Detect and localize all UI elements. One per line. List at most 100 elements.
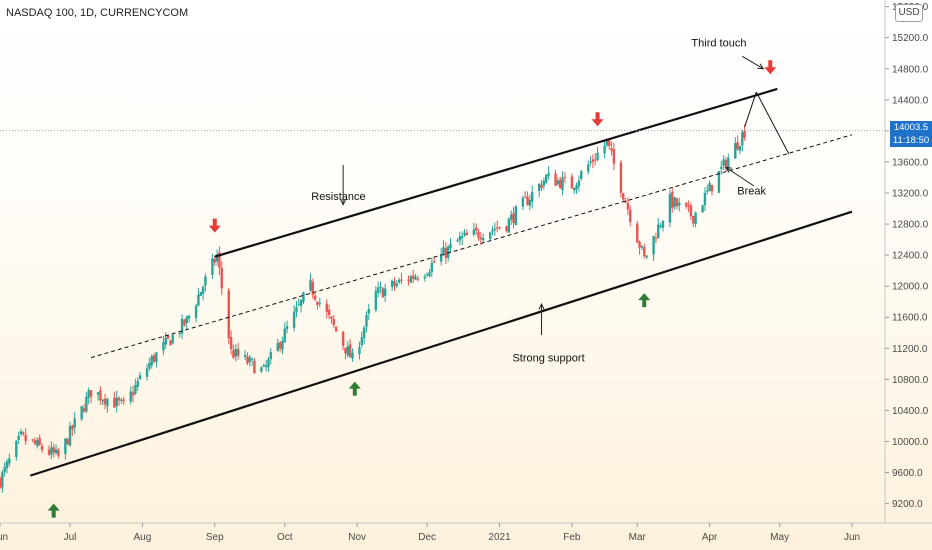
y-tick-label: 15200.0 [892, 33, 929, 44]
candle-body [64, 438, 67, 454]
candle-body [531, 191, 534, 202]
candle-body [657, 224, 660, 239]
bar-countdown: 11:18:50 [892, 135, 930, 146]
candle-body [19, 431, 23, 435]
candle-body [661, 221, 665, 228]
candle-body [367, 309, 371, 314]
candle-body [3, 467, 6, 472]
candle-body [22, 432, 25, 434]
candle-body [645, 255, 648, 258]
y-tick-label: 12800.0 [892, 220, 929, 231]
candle-body [358, 347, 361, 355]
candle-body [687, 205, 690, 207]
candle-body [425, 274, 429, 276]
candle-body [276, 342, 279, 351]
candle-body [40, 445, 44, 450]
candle-body [685, 202, 688, 207]
candle-body [204, 276, 207, 286]
annotation-arrow-shaft [742, 55, 764, 70]
candle-body [743, 130, 746, 138]
x-tick-label: Jun [0, 532, 8, 543]
candle-body [246, 356, 249, 364]
candle-body [5, 461, 9, 469]
x-tick-label: Sep [206, 532, 224, 543]
candle-body [407, 279, 410, 282]
candle-body [580, 171, 583, 179]
candle-body [654, 237, 658, 239]
candle-body [720, 166, 723, 169]
annotation-arrow-head [724, 166, 732, 173]
y-axis[interactable]: 9200.0 9600.0 10000.0 10400.0 10800.0 11200.0… [885, 2, 929, 510]
down-arrow-icon [764, 60, 777, 75]
annotation-arrow-head [757, 63, 765, 70]
candle-body [383, 288, 387, 296]
candle-body [390, 280, 394, 287]
candle-body [1, 472, 4, 488]
candle-body [117, 397, 121, 401]
candle-body [82, 408, 86, 412]
candle-body [675, 198, 679, 207]
candle-body [311, 281, 314, 295]
annotations: Resistance Strong support Third touch Break [311, 37, 766, 364]
down-arrow-icon [208, 218, 221, 233]
markers [47, 60, 777, 518]
currency-badge[interactable]: USD [895, 4, 923, 22]
candle-body [619, 162, 623, 193]
candle-body [283, 328, 286, 343]
trend-lines [0, 87, 885, 477]
y-tick-label: 12000.0 [892, 282, 929, 293]
candle-body [521, 197, 525, 207]
candle-body [169, 340, 172, 346]
x-tick-label: Jul [64, 532, 77, 543]
up-arrow-icon [47, 503, 60, 518]
x-tick-label: May [770, 532, 789, 543]
y-tick-label: 14400.0 [892, 95, 929, 106]
x-axis[interactable]: Jun Jul Aug Sep Oct Nov Dec 2021 Feb Mar Apr May Jun [0, 523, 860, 543]
candle-body [554, 173, 557, 186]
candle-body [465, 232, 469, 236]
x-tick-label: 2021 [488, 532, 511, 543]
candles [0, 124, 746, 493]
candle-body [374, 291, 378, 311]
candle-body [481, 237, 485, 241]
candle-body [594, 159, 597, 161]
candle-body [218, 252, 221, 268]
candle-body [689, 205, 693, 217]
candle-body [596, 152, 599, 160]
candle-body [612, 149, 616, 164]
y-tick-label: 14800.0 [892, 64, 929, 75]
candle-body [510, 214, 513, 220]
candle-body [269, 352, 272, 360]
candle-body [68, 426, 72, 446]
candle-body [38, 438, 41, 445]
candle-body [479, 237, 483, 240]
candle-body [334, 326, 338, 332]
annotation-label: Resistance [311, 191, 365, 203]
candle-body [629, 209, 632, 222]
x-tick-label: Oct [277, 532, 293, 543]
candle-body [281, 341, 284, 350]
candle-body [155, 352, 158, 363]
candle-body [348, 344, 352, 358]
candle-body [491, 229, 494, 232]
resistance-line [214, 87, 778, 258]
candle-body [148, 362, 151, 369]
candle-body [542, 180, 546, 186]
candle-body [260, 367, 263, 372]
candle-body [115, 397, 118, 406]
support-line [30, 210, 853, 477]
annotation-label: Third touch [691, 37, 746, 49]
candle-body [201, 286, 205, 294]
candle-body [73, 418, 76, 428]
candle-body [456, 240, 459, 242]
candle-body [325, 303, 328, 312]
candle-body [741, 132, 744, 146]
x-tick-label: Mar [629, 532, 647, 543]
candle-body [17, 436, 20, 440]
projection-down-line [755, 91, 790, 155]
candle-body [292, 311, 296, 328]
candle-body [659, 225, 662, 227]
candle-body [152, 355, 156, 362]
candle-body [423, 276, 427, 279]
